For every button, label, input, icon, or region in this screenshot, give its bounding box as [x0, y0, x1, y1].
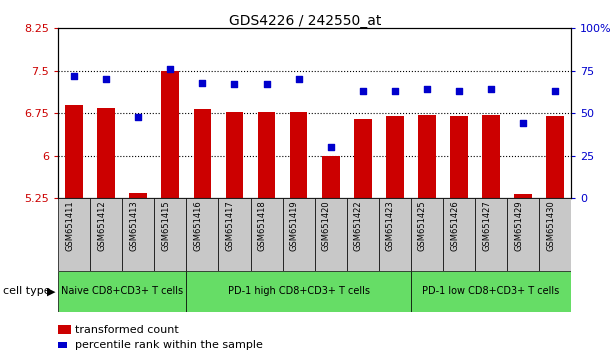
- Bar: [315, 198, 347, 271]
- Bar: [354, 119, 371, 198]
- Point: [101, 76, 111, 82]
- Bar: [122, 198, 155, 271]
- Bar: [194, 109, 211, 198]
- Bar: [546, 116, 564, 198]
- Bar: [155, 198, 186, 271]
- Point: [518, 121, 528, 126]
- Bar: [290, 112, 307, 198]
- Point: [230, 81, 240, 87]
- Point: [358, 88, 368, 94]
- Bar: [90, 198, 122, 271]
- Text: PD-1 low CD8+CD3+ T cells: PD-1 low CD8+CD3+ T cells: [422, 286, 560, 296]
- Text: PD-1 high CD8+CD3+ T cells: PD-1 high CD8+CD3+ T cells: [228, 286, 370, 296]
- Point: [551, 88, 560, 94]
- Point: [294, 76, 304, 82]
- Text: GSM651427: GSM651427: [482, 200, 491, 251]
- Bar: [161, 71, 179, 198]
- Text: GSM651411: GSM651411: [65, 200, 74, 251]
- Text: GSM651422: GSM651422: [354, 200, 363, 251]
- Point: [454, 88, 464, 94]
- Text: GSM651423: GSM651423: [386, 200, 395, 251]
- Text: GSM651430: GSM651430: [546, 200, 555, 251]
- Bar: [283, 198, 315, 271]
- Text: GDS4226 / 242550_at: GDS4226 / 242550_at: [229, 14, 382, 28]
- Bar: [97, 108, 115, 198]
- Point: [69, 73, 79, 79]
- Point: [262, 81, 271, 87]
- Text: GSM651429: GSM651429: [514, 200, 523, 251]
- Bar: [540, 198, 571, 271]
- Text: GSM651416: GSM651416: [194, 200, 202, 251]
- Point: [486, 87, 496, 92]
- Bar: [322, 156, 340, 198]
- Point: [422, 87, 432, 92]
- Bar: [507, 198, 540, 271]
- Text: ▶: ▶: [46, 286, 55, 296]
- Bar: [386, 116, 404, 198]
- Text: GSM651419: GSM651419: [290, 200, 299, 251]
- Bar: [130, 193, 147, 198]
- Bar: [450, 116, 468, 198]
- Bar: [411, 271, 571, 312]
- Text: GSM651415: GSM651415: [161, 200, 170, 251]
- Point: [133, 114, 143, 120]
- Bar: [225, 112, 243, 198]
- Text: GSM651412: GSM651412: [97, 200, 106, 251]
- Point: [197, 80, 207, 86]
- Bar: [251, 198, 283, 271]
- Text: Naive CD8+CD3+ T cells: Naive CD8+CD3+ T cells: [61, 286, 183, 296]
- Text: transformed count: transformed count: [75, 325, 178, 335]
- Bar: [258, 112, 276, 198]
- Bar: [482, 115, 500, 198]
- Text: GSM651420: GSM651420: [322, 200, 331, 251]
- Bar: [186, 271, 411, 312]
- Text: cell type: cell type: [3, 286, 51, 296]
- Point: [166, 66, 175, 72]
- Bar: [58, 271, 186, 312]
- Text: GSM651413: GSM651413: [130, 200, 138, 251]
- Text: percentile rank within the sample: percentile rank within the sample: [75, 340, 262, 350]
- Bar: [411, 198, 443, 271]
- Text: GSM651417: GSM651417: [225, 200, 235, 251]
- Bar: [347, 198, 379, 271]
- Point: [390, 88, 400, 94]
- Point: [326, 144, 335, 150]
- Bar: [219, 198, 251, 271]
- Bar: [443, 198, 475, 271]
- Bar: [186, 198, 219, 271]
- Bar: [379, 198, 411, 271]
- Bar: [65, 105, 83, 198]
- Text: GSM651425: GSM651425: [418, 200, 427, 251]
- Bar: [58, 198, 90, 271]
- Text: GSM651426: GSM651426: [450, 200, 459, 251]
- Text: GSM651418: GSM651418: [258, 200, 266, 251]
- Bar: [475, 198, 507, 271]
- Bar: [418, 115, 436, 198]
- Bar: [514, 194, 532, 198]
